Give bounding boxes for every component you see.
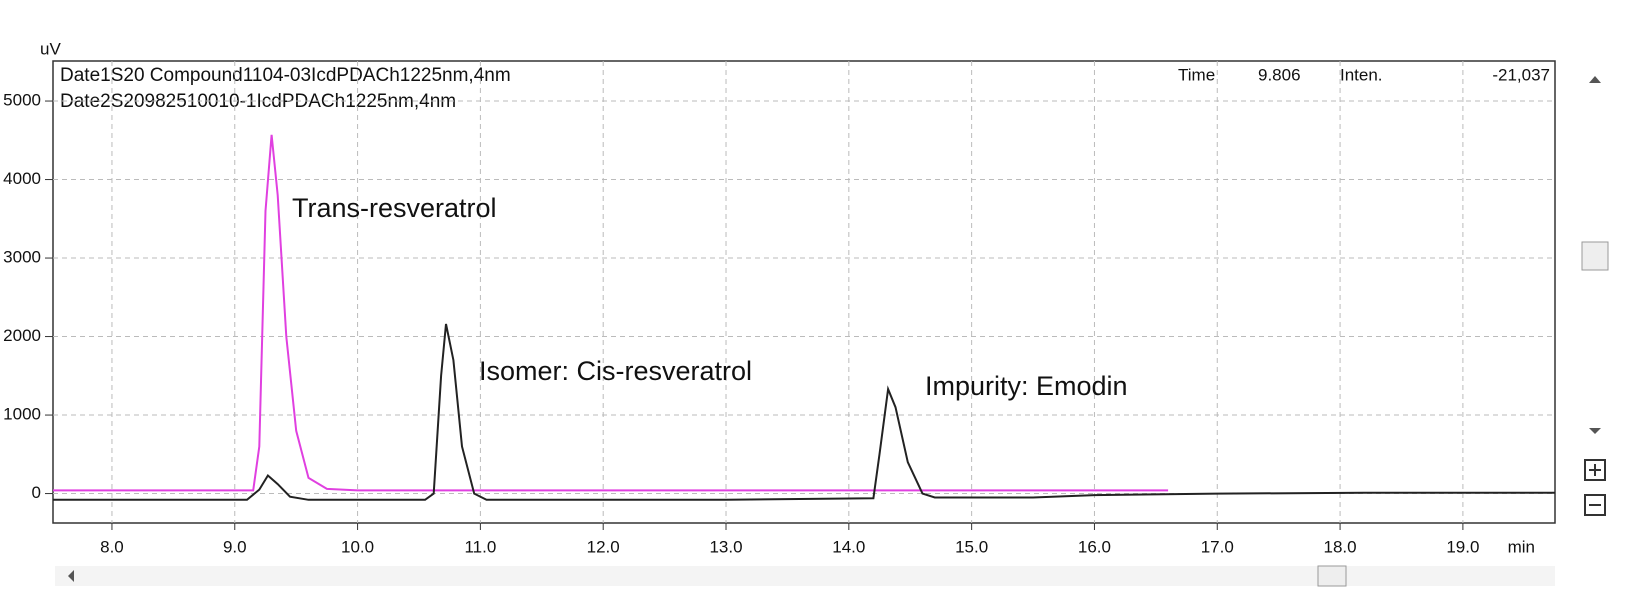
peak-annotation: Trans-resveratrol <box>292 193 497 223</box>
peak-annotation: Impurity: Emodin <box>925 371 1128 401</box>
y-tick-label: 5000 <box>3 91 41 110</box>
y-tick-label: 0 <box>32 483 41 502</box>
x-tick-label: 10.0 <box>341 537 374 556</box>
chromatogram-trace <box>53 134 1169 492</box>
peak-annotation: Isomer: Cis-resveratrol <box>479 356 752 386</box>
cursor-time-label: Time <box>1178 65 1215 84</box>
x-tick-label: 14.0 <box>832 537 865 556</box>
x-tick-label: 12.0 <box>587 537 620 556</box>
cursor-intensity: -21,037 <box>1492 65 1550 84</box>
y-axis-label: uV <box>40 39 61 58</box>
plot-frame <box>52 60 1556 524</box>
horizontal-scrollbar[interactable] <box>55 565 1555 587</box>
zoom-in-icon <box>1589 464 1601 476</box>
chromatogram-trace <box>53 323 1555 501</box>
vertical-scrollbar[interactable] <box>1581 76 1609 434</box>
x-tick-label: 18.0 <box>1324 537 1357 556</box>
y-tick-label: 2000 <box>3 326 41 345</box>
x-tick-label: 15.0 <box>955 537 988 556</box>
x-tick-label: 19.0 <box>1446 537 1479 556</box>
y-tick-label: 4000 <box>3 169 41 188</box>
x-axis-label: min <box>1508 537 1535 556</box>
cursor-intensity-label: Inten. <box>1340 65 1383 84</box>
header-line: Date1S20 Compound1104-03IcdPDACh1225nm,4… <box>60 65 511 86</box>
scroll-left[interactable] <box>68 570 74 582</box>
scroll-thumb[interactable] <box>1317 565 1347 587</box>
x-tick-label: 17.0 <box>1201 537 1234 556</box>
x-tick-label: 9.0 <box>223 537 247 556</box>
scroll-thumb[interactable] <box>1581 241 1609 271</box>
y-tick-label: 1000 <box>3 405 41 424</box>
y-tick-label: 3000 <box>3 248 41 267</box>
plot-layer: 0 1000 2000 3000 4000 5000 8.0 9.0 10.0 11.0 12.0 1… <box>3 61 1555 556</box>
zoom-controls[interactable] <box>1584 459 1606 516</box>
x-tick-label: 13.0 <box>709 537 742 556</box>
scroll-track <box>55 566 1555 586</box>
cursor-time: 9.806 <box>1258 65 1301 84</box>
scroll-up[interactable] <box>1589 76 1601 83</box>
x-tick-label: 11.0 <box>464 537 496 556</box>
x-tick-label: 16.0 <box>1078 537 1111 556</box>
x-tick-label: 8.0 <box>100 537 124 556</box>
scroll-down[interactable] <box>1589 428 1601 434</box>
